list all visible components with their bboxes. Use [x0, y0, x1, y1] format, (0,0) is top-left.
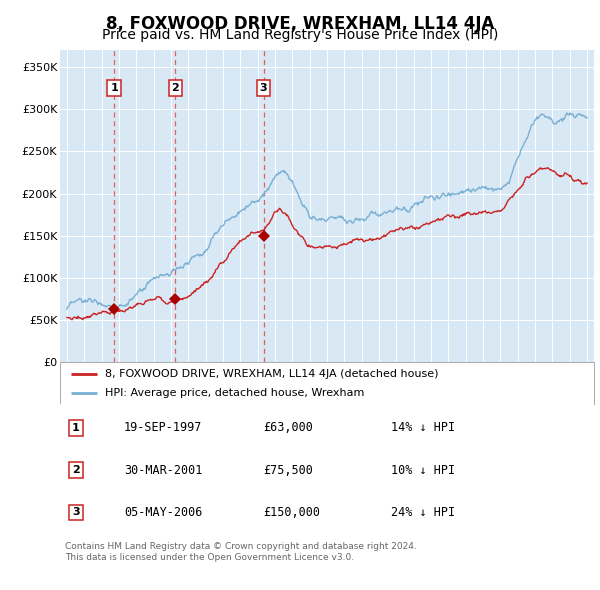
Text: Price paid vs. HM Land Registry's House Price Index (HPI): Price paid vs. HM Land Registry's House …	[102, 28, 498, 42]
Text: 2: 2	[172, 83, 179, 93]
Text: 2: 2	[72, 465, 80, 475]
Text: 8, FOXWOOD DRIVE, WREXHAM, LL14 4JA: 8, FOXWOOD DRIVE, WREXHAM, LL14 4JA	[106, 15, 494, 33]
Text: 1: 1	[72, 423, 80, 433]
Text: 30-MAR-2001: 30-MAR-2001	[124, 464, 202, 477]
Text: 1: 1	[110, 83, 118, 93]
Text: 24% ↓ HPI: 24% ↓ HPI	[391, 506, 455, 519]
Text: 14% ↓ HPI: 14% ↓ HPI	[391, 421, 455, 434]
Text: £150,000: £150,000	[263, 506, 320, 519]
Text: 05-MAY-2006: 05-MAY-2006	[124, 506, 202, 519]
Text: 19-SEP-1997: 19-SEP-1997	[124, 421, 202, 434]
Text: HPI: Average price, detached house, Wrexham: HPI: Average price, detached house, Wrex…	[106, 388, 365, 398]
Text: Contains HM Land Registry data © Crown copyright and database right 2024.
This d: Contains HM Land Registry data © Crown c…	[65, 542, 417, 562]
Text: 10% ↓ HPI: 10% ↓ HPI	[391, 464, 455, 477]
Text: 8, FOXWOOD DRIVE, WREXHAM, LL14 4JA (detached house): 8, FOXWOOD DRIVE, WREXHAM, LL14 4JA (det…	[106, 369, 439, 379]
Text: 3: 3	[260, 83, 268, 93]
Text: 3: 3	[72, 507, 80, 517]
Text: £63,000: £63,000	[263, 421, 313, 434]
Text: £75,500: £75,500	[263, 464, 313, 477]
